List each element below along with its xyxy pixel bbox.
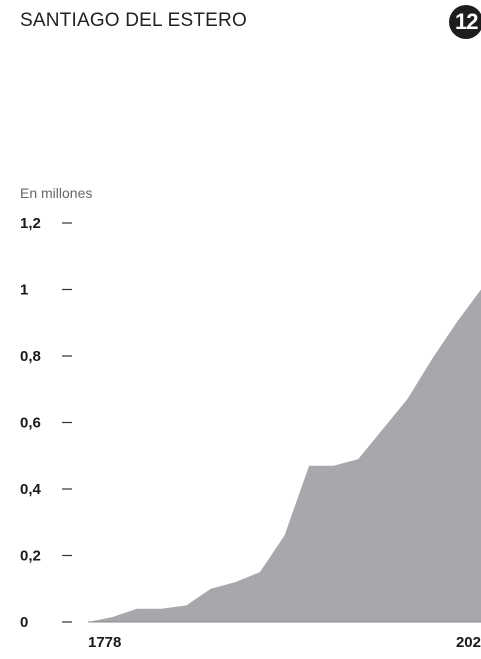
y-tick-label: 0,2: [20, 548, 41, 565]
unit-label: En millones: [20, 185, 93, 201]
y-tick-label: 0,8: [20, 348, 41, 365]
y-tick-label: 1: [20, 282, 28, 299]
area-series: [88, 289, 481, 622]
x-tick-label-end: 202: [456, 634, 481, 651]
y-tick-label: 0,6: [20, 415, 41, 432]
y-tick-label: 0,4: [20, 481, 42, 498]
y-tick-label: 1,2: [20, 215, 41, 232]
chart-number-badge: 12: [449, 5, 481, 39]
y-tick-label: 0: [20, 614, 28, 631]
chart-title: SANTIAGO DEL ESTERO: [20, 10, 247, 31]
x-tick-label-start: 1778: [88, 634, 121, 651]
